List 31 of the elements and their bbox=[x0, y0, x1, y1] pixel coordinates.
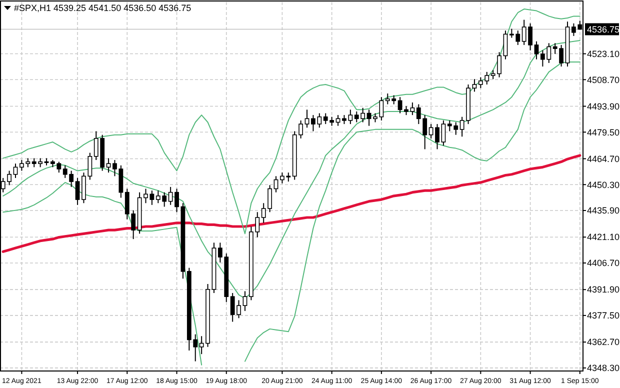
y-tick-label: 4391.90 bbox=[587, 284, 620, 295]
chart-title: #SPX,H1 4539.25 4541.50 4536.50 4536.75 bbox=[14, 3, 192, 13]
y-tick-label: 4348.30 bbox=[587, 363, 620, 374]
candlestick bbox=[144, 188, 148, 204]
y-tick-label: 4450.30 bbox=[587, 180, 620, 190]
y-tick-label: 4377.50 bbox=[587, 310, 620, 321]
y-tick-label: 4508.70 bbox=[587, 74, 620, 85]
candlestick bbox=[150, 190, 154, 206]
candlestick bbox=[435, 124, 440, 150]
y-tick-label: 4435.90 bbox=[587, 206, 620, 216]
candlestick bbox=[242, 290, 248, 312]
y-tick-label: 4464.70 bbox=[587, 154, 620, 164]
candlestick bbox=[534, 40, 539, 60]
y-tick-label: 4479.50 bbox=[587, 127, 620, 138]
line-series bbox=[2, 154, 582, 253]
candlestick bbox=[441, 120, 446, 146]
candlestick bbox=[106, 158, 111, 174]
y-tick-label: 4406.70 bbox=[587, 258, 620, 268]
candlestick bbox=[304, 109, 310, 128]
candlestick bbox=[13, 163, 18, 178]
y-tick-label: 4493.90 bbox=[587, 101, 620, 112]
candlestick bbox=[336, 114, 340, 126]
candlestick bbox=[366, 109, 372, 126]
y-tick-label: 4421.10 bbox=[587, 232, 620, 242]
candlestick bbox=[472, 78, 477, 92]
y-tick-label: 4523.10 bbox=[587, 48, 620, 59]
candlestick bbox=[503, 30, 508, 60]
candlestick bbox=[428, 124, 434, 139]
y-tick-label: 4362.70 bbox=[587, 337, 620, 348]
candlestick bbox=[75, 177, 80, 206]
ref-line-label: 4536.75 bbox=[587, 24, 620, 34]
